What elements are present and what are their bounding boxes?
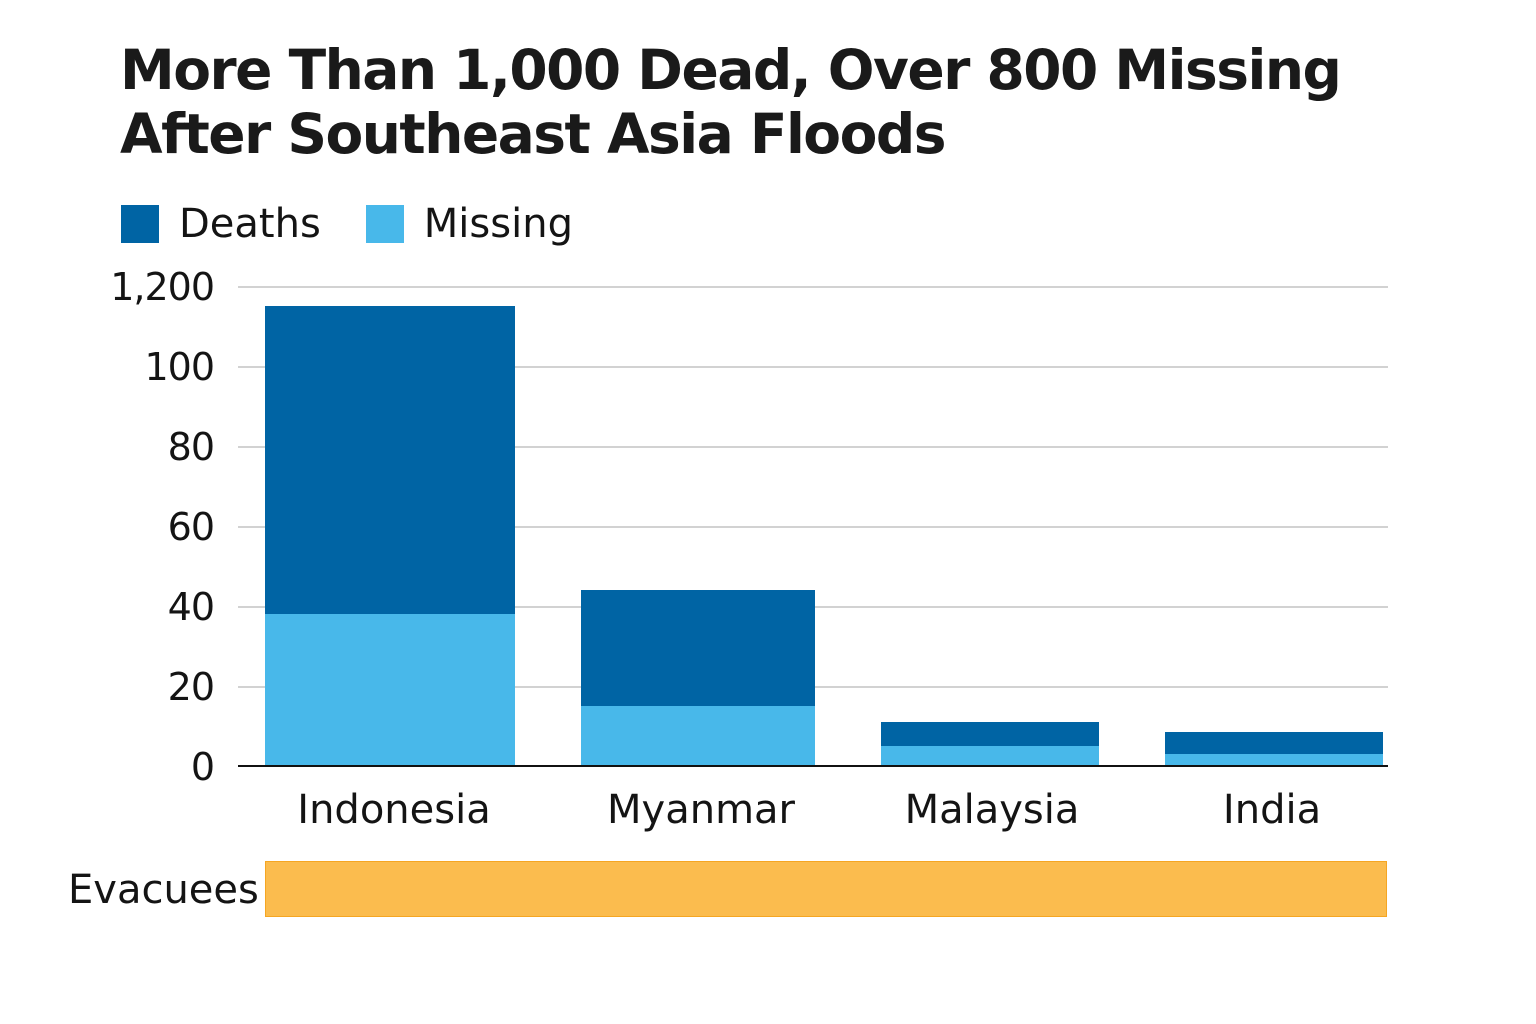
bar-indonesia — [265, 306, 515, 766]
bar-segment-missing — [265, 614, 515, 766]
y-tick-label: 0 — [190, 745, 215, 789]
y-tick-label: 60 — [167, 505, 215, 549]
x-label-india: India — [1222, 787, 1322, 833]
chart-title-line-2: After Southeast Asia Floods — [120, 102, 946, 166]
bar-segment-deaths — [881, 722, 1099, 746]
legend-item-deaths: Deaths — [121, 204, 321, 244]
bar-india — [1165, 732, 1383, 766]
evacuees-bar — [265, 861, 1387, 917]
gridline — [238, 526, 1388, 528]
deaths-swatch-icon — [121, 205, 159, 243]
legend-item-missing: Missing — [365, 201, 573, 247]
y-tick-label: 40 — [167, 585, 215, 629]
gridline — [238, 286, 1388, 288]
missing-swatch-icon — [365, 205, 404, 243]
legend: Deaths Missing — [121, 204, 618, 244]
legend-label-deaths: Deaths — [179, 201, 321, 247]
y-tick-label: 1,200 — [110, 265, 215, 309]
bar-myanmar — [581, 590, 815, 766]
bar-segment-missing — [1165, 754, 1383, 766]
x-label-myanmar: Myanmar — [607, 787, 795, 833]
bar-segment-deaths — [265, 306, 515, 614]
x-axis-line — [238, 765, 1388, 767]
bar-segment-deaths — [581, 590, 815, 706]
evacuees-label: Evacuees — [68, 867, 259, 913]
chart-title: More Than 1,000 Dead, Over 800 Missing A… — [120, 38, 1342, 166]
bar-segment-missing — [581, 706, 815, 766]
chart-title-line-1: More Than 1,000 Dead, Over 800 Missing — [120, 38, 1342, 102]
legend-label-missing: Missing — [423, 201, 573, 247]
y-tick-label: 20 — [167, 665, 215, 709]
gridline — [238, 446, 1388, 448]
bar-malaysia — [881, 722, 1099, 766]
bar-segment-missing — [881, 746, 1099, 766]
y-tick-label: 80 — [167, 425, 215, 469]
x-label-malaysia: Malaysia — [904, 787, 1080, 833]
gridline — [238, 366, 1388, 368]
bar-segment-deaths — [1165, 732, 1383, 754]
y-tick-label: 100 — [144, 345, 215, 389]
x-label-indonesia: Indonesia — [297, 787, 491, 833]
